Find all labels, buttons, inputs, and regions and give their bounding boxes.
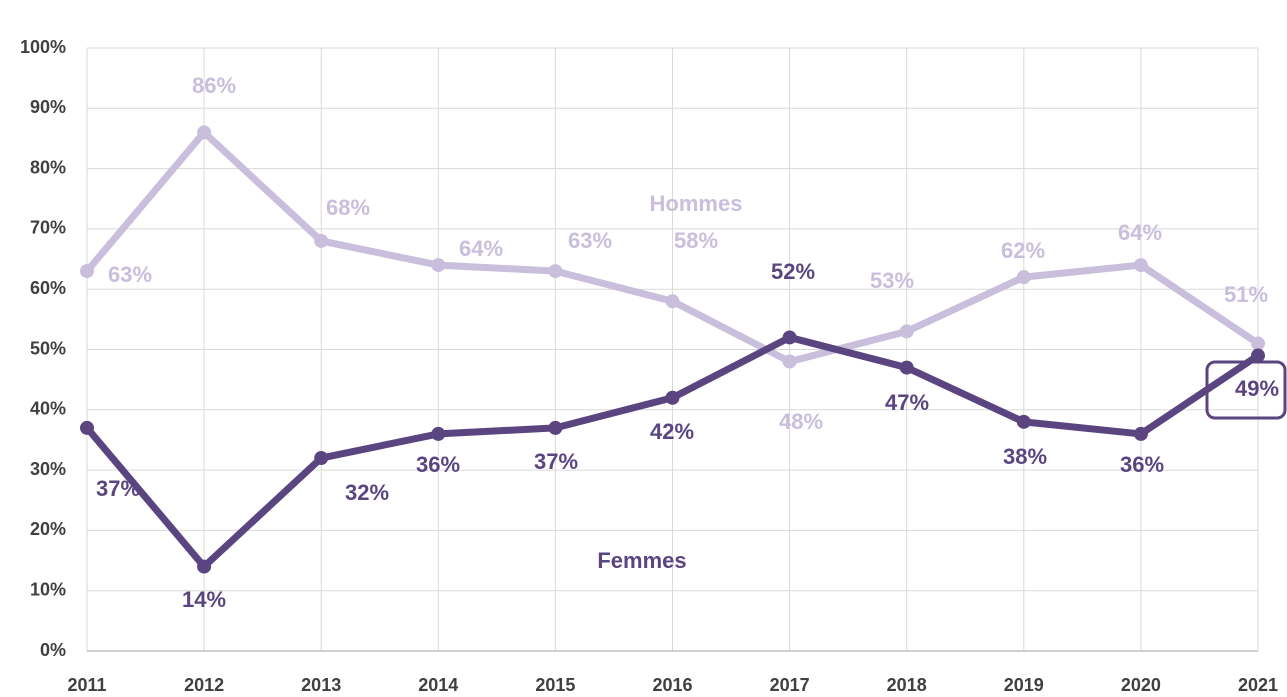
data-label: 49% — [1235, 376, 1279, 401]
x-tick-label: 2019 — [1004, 675, 1044, 695]
x-tick-label: 2018 — [887, 675, 927, 695]
data-label: 51% — [1224, 282, 1268, 307]
y-tick-label: 90% — [30, 97, 66, 117]
x-tick-label: 2020 — [1121, 675, 1161, 695]
data-point — [1133, 426, 1148, 441]
y-tick-label: 100% — [20, 37, 66, 57]
data-point — [665, 294, 680, 309]
data-label: 32% — [345, 480, 389, 505]
x-tick-label: 2021 — [1238, 675, 1278, 695]
data-label: 52% — [771, 259, 815, 284]
data-label: 42% — [650, 419, 694, 444]
series-name: Hommes — [650, 191, 743, 216]
data-label: 38% — [1003, 444, 1047, 469]
y-tick-label: 0% — [40, 640, 66, 660]
data-point — [1133, 258, 1148, 273]
y-tick-label: 40% — [30, 399, 66, 419]
data-label: 47% — [885, 390, 929, 415]
data-point — [665, 390, 680, 405]
data-point — [80, 264, 94, 279]
data-label: 36% — [416, 452, 460, 477]
data-label: 37% — [96, 476, 140, 501]
highlight-box — [1205, 360, 1287, 420]
data-point — [80, 420, 94, 435]
y-tick-label: 50% — [30, 338, 66, 358]
x-tick-label: 2013 — [301, 675, 341, 695]
data-point — [314, 451, 329, 466]
data-point — [782, 330, 797, 345]
x-tick-label: 2016 — [652, 675, 692, 695]
data-label: 58% — [674, 228, 718, 253]
data-label: 14% — [182, 587, 226, 612]
y-tick-label: 30% — [30, 459, 66, 479]
x-tick-label: 2012 — [184, 675, 224, 695]
data-label: 53% — [870, 268, 914, 293]
y-tick-label: 20% — [30, 519, 66, 539]
data-label: 48% — [779, 409, 823, 434]
data-point — [431, 426, 446, 441]
y-tick-label: 70% — [30, 218, 66, 238]
data-point — [314, 233, 329, 248]
data-point — [197, 559, 212, 574]
data-label: 37% — [534, 449, 578, 474]
data-point — [1251, 348, 1265, 363]
data-point — [1251, 336, 1265, 351]
x-tick-label: 2014 — [418, 675, 458, 695]
y-tick-label: 60% — [30, 278, 66, 298]
series-name: Femmes — [597, 548, 686, 573]
data-point — [1016, 270, 1031, 285]
data-point — [548, 420, 563, 435]
data-point — [899, 360, 914, 375]
x-tick-label: 2017 — [770, 675, 810, 695]
y-tick-label: 10% — [30, 579, 66, 599]
data-label: 36% — [1120, 452, 1164, 477]
data-point — [548, 264, 563, 279]
data-point — [1016, 414, 1031, 429]
data-point — [782, 354, 797, 369]
data-point — [899, 324, 914, 339]
data-label: 63% — [568, 228, 612, 253]
data-label: 64% — [1118, 220, 1162, 245]
data-point — [197, 125, 212, 140]
x-tick-label: 2015 — [535, 675, 575, 695]
y-tick-label: 80% — [30, 157, 66, 177]
data-label: 62% — [1001, 238, 1045, 263]
data-label: 64% — [459, 236, 503, 261]
x-tick-label: 2011 — [67, 675, 106, 695]
data-point — [431, 258, 446, 273]
data-label: 63% — [108, 262, 152, 287]
data-label: 68% — [326, 195, 370, 220]
data-label: 86% — [192, 73, 236, 98]
